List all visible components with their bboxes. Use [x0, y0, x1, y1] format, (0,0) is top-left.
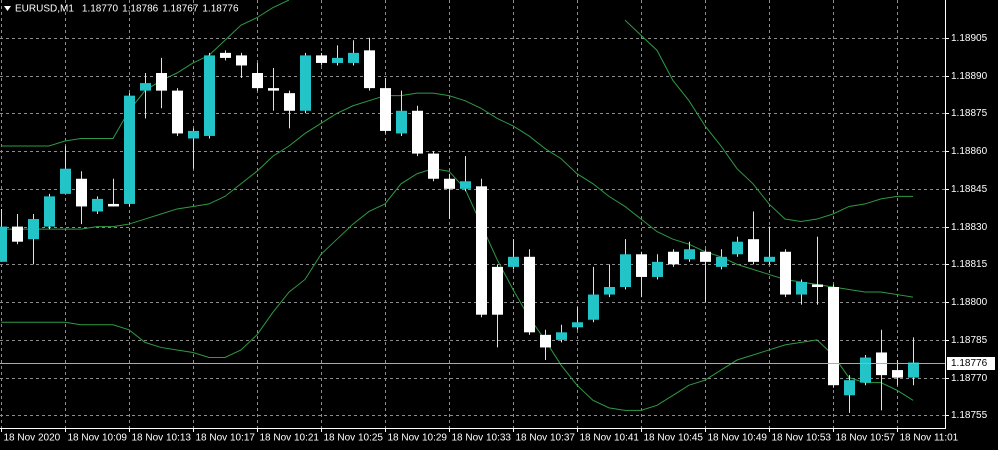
- band-line: [624, 19, 913, 223]
- candle-body-up: [860, 357, 871, 383]
- candle-body-down: [892, 370, 903, 378]
- y-tick-label: 1.18755: [951, 410, 988, 421]
- x-tick-label: 18 Nov 10:09: [68, 433, 128, 444]
- candle-body-down: [364, 50, 375, 89]
- candle-body-down: [668, 251, 679, 265]
- candle-body-up: [124, 95, 135, 204]
- candle-body-up: [204, 55, 215, 136]
- candle-body-up: [188, 130, 199, 139]
- x-tick-label: 18 Nov 10:49: [708, 433, 768, 444]
- candle-body-down: [156, 73, 167, 91]
- candle-body-down: [476, 186, 487, 315]
- ohlc-open: 1.18770: [82, 4, 119, 15]
- candle-body-down: [540, 334, 551, 348]
- x-tick-label: 18 Nov 10:37: [516, 433, 576, 444]
- y-tick-label: 1.18860: [951, 146, 988, 157]
- candle-body-down: [380, 88, 391, 131]
- candle-body-down: [172, 90, 183, 134]
- x-tick-label: 18 Nov 10:41: [580, 433, 640, 444]
- y-tick-label: 1.18785: [951, 335, 988, 346]
- candle-body-up: [508, 256, 519, 267]
- candle-body-down: [812, 284, 823, 288]
- candle-body-down: [236, 55, 247, 66]
- x-tick-label: 18 Nov 2020: [4, 433, 61, 444]
- x-tick-label: 18 Nov 10:13: [132, 433, 192, 444]
- candle-body-up: [332, 57, 343, 63]
- candle-body-down: [828, 287, 839, 386]
- y-tick-label: 1.18800: [951, 297, 988, 308]
- candle-body-up: [684, 249, 695, 260]
- dropdown-icon[interactable]: [4, 6, 11, 11]
- candle-body-down: [492, 266, 503, 315]
- candle-body-up: [732, 241, 743, 255]
- candle-body-up: [44, 196, 55, 227]
- x-tick-label: 18 Nov 10:33: [452, 433, 512, 444]
- y-tick-label: 1.18875: [951, 108, 988, 119]
- y-tick-label: 1.18890: [951, 71, 988, 82]
- candle-body-down: [636, 254, 647, 277]
- candle-body-down: [748, 239, 759, 262]
- candle-body-up: [300, 55, 311, 111]
- x-tick-label: 18 Nov 10:25: [324, 433, 384, 444]
- ohlc-close: 1.18776: [202, 4, 239, 15]
- candle-body-down: [12, 226, 23, 242]
- candle-body-up: [460, 181, 471, 189]
- candle-body-down: [780, 251, 791, 295]
- candle-body-up: [556, 332, 567, 340]
- candle-body-up: [140, 83, 151, 91]
- y-tick-label: 1.18815: [951, 259, 988, 270]
- x-tick-label: 18 Nov 10:21: [260, 433, 320, 444]
- y-tick-label: 1.18830: [951, 222, 988, 233]
- candle-body-up: [620, 254, 631, 288]
- candle-body-down: [268, 88, 279, 91]
- symbol-label: EURUSD,M1: [15, 4, 74, 15]
- candle-body-down: [76, 178, 87, 207]
- candle-body-down: [284, 93, 295, 111]
- axes: 1.18755 1.18770 1.18785 1.18800 1.18815 1.188…: [1, 33, 995, 444]
- y-tick-label: 1.18845: [951, 184, 988, 195]
- candle-body-down: [316, 55, 327, 63]
- y-tick-label: 1.18905: [951, 33, 988, 44]
- candle-body-down: [252, 73, 263, 89]
- candle-body-up: [572, 322, 583, 328]
- last-price-label: 1.18776: [951, 358, 988, 369]
- x-tick-label: 18 Nov 10:53: [772, 433, 832, 444]
- candle-body-up: [796, 281, 807, 295]
- chart-header: EURUSD,M1 1.18770 1.18786 1.18767 1.1877…: [4, 4, 239, 15]
- candle-body-up: [844, 380, 855, 396]
- candle-body-down: [412, 110, 423, 154]
- y-tick-label: 1.18770: [951, 373, 988, 384]
- band-line: [1, 92, 914, 298]
- last-price-box: [947, 357, 995, 370]
- candle-body-up: [764, 256, 775, 262]
- band-line: [1, 168, 914, 411]
- candle-body-down: [524, 256, 535, 333]
- x-tick-label: 18 Nov 10:57: [836, 433, 896, 444]
- candle-body-down: [220, 52, 231, 58]
- candle-body-up: [604, 287, 615, 295]
- candle-body-up: [348, 52, 359, 63]
- candle-body-up: [60, 168, 71, 194]
- candle-body-down: [108, 203, 119, 207]
- candle-body-up: [396, 110, 407, 134]
- x-tick-label: 18 Nov 10:29: [388, 433, 448, 444]
- ohlc-low: 1.18767: [162, 4, 199, 15]
- candle-body-up: [908, 362, 919, 378]
- candle-body-up: [716, 256, 727, 267]
- x-tick-label: 18 Nov 11:01: [900, 433, 959, 444]
- ohlc-high: 1.18786: [122, 4, 159, 15]
- x-tick-label: 18 Nov 10:17: [196, 433, 256, 444]
- plot-area: [0, 0, 945, 428]
- candle-body-down: [700, 251, 711, 262]
- candle-body-up: [92, 198, 103, 212]
- candle-body-up: [0, 226, 7, 262]
- x-tick-label: 18 Nov 10:45: [644, 433, 704, 444]
- candle-body-up: [28, 219, 39, 240]
- candle-body-down: [444, 178, 455, 189]
- candle-body-up: [652, 261, 663, 277]
- candle-body-down: [428, 153, 439, 179]
- candle-body-up: [588, 294, 599, 320]
